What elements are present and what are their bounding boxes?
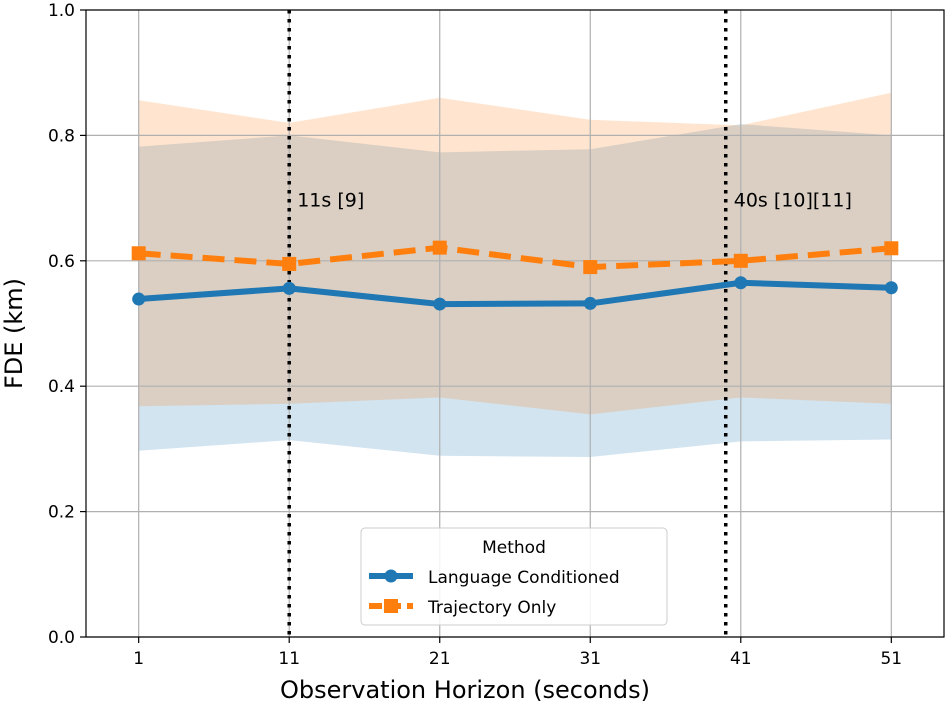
series-line-trajectory-only	[138, 244, 892, 271]
legend-marker-trajectory-only	[384, 599, 398, 613]
data-point-language-conditioned	[734, 276, 748, 290]
data-series	[131, 240, 899, 311]
x-tick-label: 31	[579, 649, 601, 669]
legend: Method Language Conditioned Trajectory O…	[360, 527, 668, 626]
axis-ticks: 1 11 21 31 41 510.00.20.40.60.81.0	[48, 1, 902, 669]
legend-box	[360, 527, 668, 626]
y-axis-label: FDE (km)	[0, 278, 28, 389]
reference-lines: 11s [9] 40s [10][11]	[287, 10, 852, 637]
reference-annotation-11s: 11s [9]	[297, 189, 364, 211]
data-point-trajectory-only	[432, 240, 447, 255]
y-tick-label: 0.8	[48, 126, 75, 146]
data-point-language-conditioned	[884, 281, 898, 295]
x-tick-label: 51	[880, 649, 902, 669]
data-point-language-conditioned	[132, 292, 146, 306]
x-axis-label: Observation Horizon (seconds)	[280, 676, 650, 704]
data-point-trajectory-only	[282, 256, 297, 271]
legend-marker-language-conditioned	[384, 569, 398, 583]
confidence-bands	[138, 92, 892, 458]
data-point-language-conditioned	[433, 297, 447, 311]
data-point-trajectory-only	[131, 246, 146, 261]
legend-entry-language-conditioned: Language Conditioned	[428, 568, 620, 588]
y-tick-label: 0.0	[48, 628, 75, 648]
x-tick-label: 1	[133, 649, 144, 669]
data-point-trajectory-only	[884, 241, 899, 256]
data-point-language-conditioned	[282, 281, 296, 295]
x-tick-label: 41	[730, 649, 752, 669]
x-tick-label: 11	[278, 649, 300, 669]
y-tick-label: 0.4	[48, 377, 75, 397]
y-tick-label: 0.6	[48, 252, 75, 272]
series-line-language-conditioned	[138, 279, 892, 308]
data-point-language-conditioned	[583, 296, 597, 310]
legend-entry-trajectory-only: Trajectory Only	[427, 598, 556, 618]
band-language-conditioned	[138, 124, 892, 458]
y-tick-label: 0.2	[48, 503, 75, 523]
reference-annotation-40s: 40s [10][11]	[734, 189, 852, 211]
band-trajectory-only	[138, 92, 892, 415]
y-tick-label: 1.0	[48, 1, 75, 21]
x-tick-label: 21	[429, 649, 451, 669]
legend-title: Method	[482, 538, 546, 558]
plot-frame	[85, 9, 945, 638]
data-point-trajectory-only	[583, 260, 598, 275]
data-point-trajectory-only	[733, 253, 748, 268]
